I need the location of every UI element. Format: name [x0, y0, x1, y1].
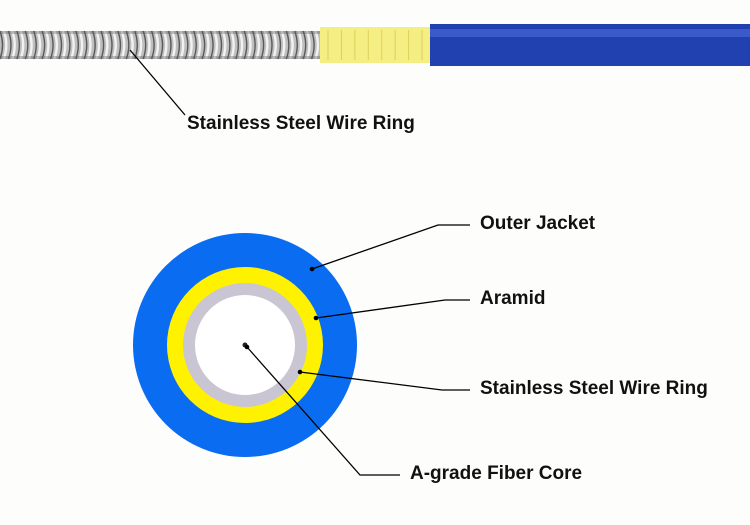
leader-cross-svg	[0, 0, 750, 525]
label-fiber-core: A-grade Fiber Core	[410, 463, 582, 485]
label-stainless-steel-cs: Stainless Steel Wire Ring	[480, 378, 708, 400]
label-outer-jacket: Outer Jacket	[480, 213, 595, 235]
label-aramid: Aramid	[480, 288, 545, 310]
